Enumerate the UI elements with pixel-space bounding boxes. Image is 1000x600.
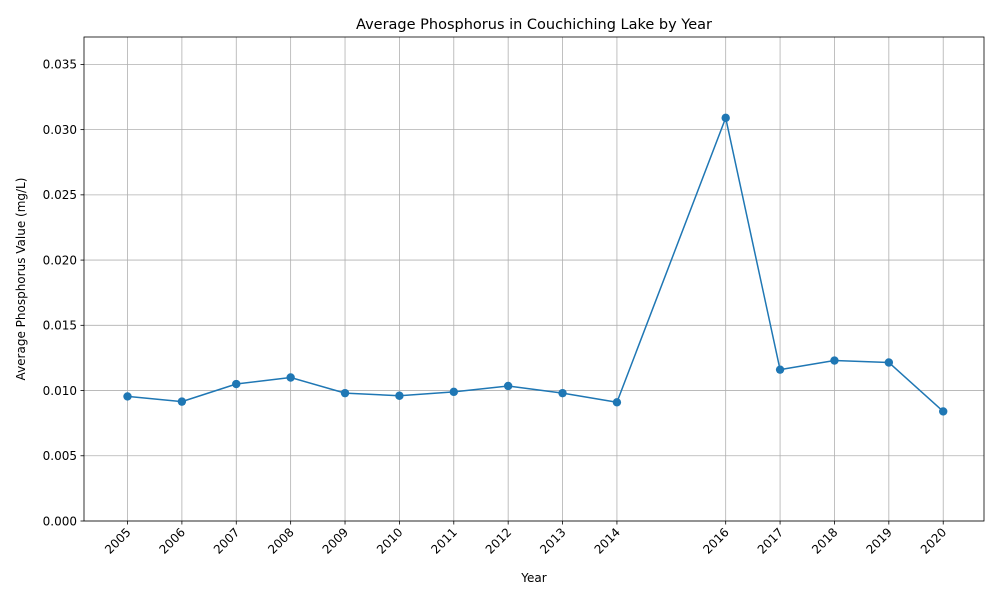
y-tick-label: 0.005 [43, 449, 77, 463]
data-point [558, 388, 567, 398]
y-tick-label: 0.010 [43, 384, 77, 398]
chart-title: Average Phosphorus in Couchiching Lake b… [356, 17, 712, 33]
y-tick-label: 0.025 [43, 188, 77, 202]
data-point [503, 381, 513, 391]
grid-layer [84, 37, 984, 522]
y-tick-label: 0.015 [43, 319, 77, 333]
data-point [232, 379, 241, 389]
data-point [449, 387, 458, 397]
data-point [939, 407, 948, 416]
y-tick-label: 0.020 [43, 253, 77, 267]
y-tick-label: 0.030 [43, 123, 77, 137]
x-axis-title: Year [520, 571, 546, 585]
data-point [830, 356, 839, 365]
data-point [286, 373, 295, 382]
data-point [395, 391, 404, 400]
data-point [775, 365, 785, 374]
data-point [612, 398, 622, 407]
data-point [884, 358, 894, 367]
data-point [340, 388, 350, 398]
y-tick-label: 0.035 [43, 58, 77, 72]
y-tick-label: 0.000 [43, 514, 77, 528]
data-point [123, 392, 132, 401]
series-layer [123, 113, 948, 416]
y-axis-title: Average Phosphorus Value (mg/L) [14, 178, 28, 381]
data-point [177, 397, 187, 406]
plot-frame [83, 36, 985, 522]
data-point [721, 113, 730, 123]
